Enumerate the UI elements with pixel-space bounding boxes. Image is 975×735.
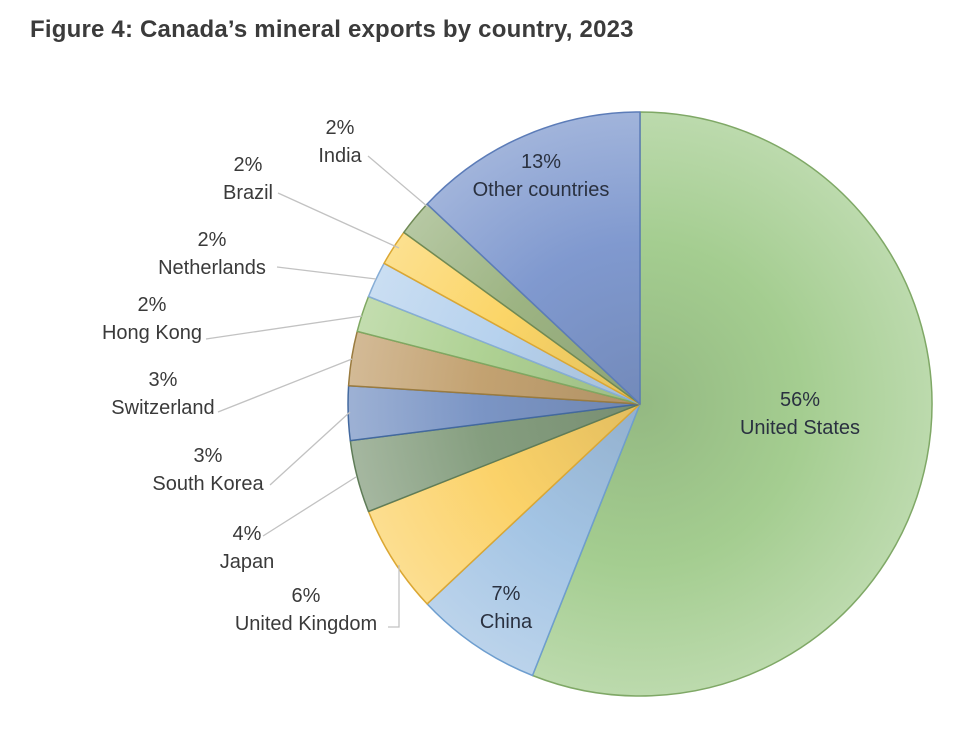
leader-line-switzerland <box>217 358 353 413</box>
united-states-name-label: United States <box>740 417 860 439</box>
switzerland-name-label: Switzerland <box>111 397 214 419</box>
pie-slice-other-countries <box>426 111 641 405</box>
hong-kong-percent-label: 2% <box>138 294 167 316</box>
figure-title: Figure 4: Canada’s mineral exports by co… <box>30 16 634 43</box>
south-korea-percent-label: 3% <box>194 445 223 467</box>
japan-name-label: Japan <box>220 551 275 573</box>
united-states-percent-label: 56% <box>780 389 820 411</box>
india-percent-label: 2% <box>326 117 355 139</box>
leader-line-united-kingdom <box>388 565 400 628</box>
leader-line-india <box>367 155 429 208</box>
switzerland-percent-label: 3% <box>149 369 178 391</box>
brazil-percent-label: 2% <box>234 154 263 176</box>
brazil-name-label: Brazil <box>223 182 273 204</box>
netherlands-name-label: Netherlands <box>158 257 266 279</box>
pie-slice-china <box>426 403 641 677</box>
japan-percent-label: 4% <box>233 523 262 545</box>
south-korea-name-label: South Korea <box>152 473 264 495</box>
united-kingdom-percent-label: 6% <box>292 585 321 607</box>
leader-line-netherlands <box>276 266 377 280</box>
leader-line-japan <box>262 476 357 537</box>
leader-line-brazil <box>277 192 400 249</box>
hong-kong-name-label: Hong Kong <box>102 322 202 344</box>
leader-line-hong-kong <box>205 315 363 340</box>
china-percent-label: 7% <box>492 583 521 605</box>
other-countries-name-label: Other countries <box>473 179 610 201</box>
other-countries-percent-label: 13% <box>521 151 561 173</box>
china-name-label: China <box>480 611 533 633</box>
leader-line-south-korea <box>269 411 351 486</box>
netherlands-percent-label: 2% <box>198 229 227 251</box>
united-kingdom-name-label: United Kingdom <box>235 613 377 635</box>
pie-slice-united-states <box>531 111 933 697</box>
india-name-label: India <box>318 145 362 167</box>
